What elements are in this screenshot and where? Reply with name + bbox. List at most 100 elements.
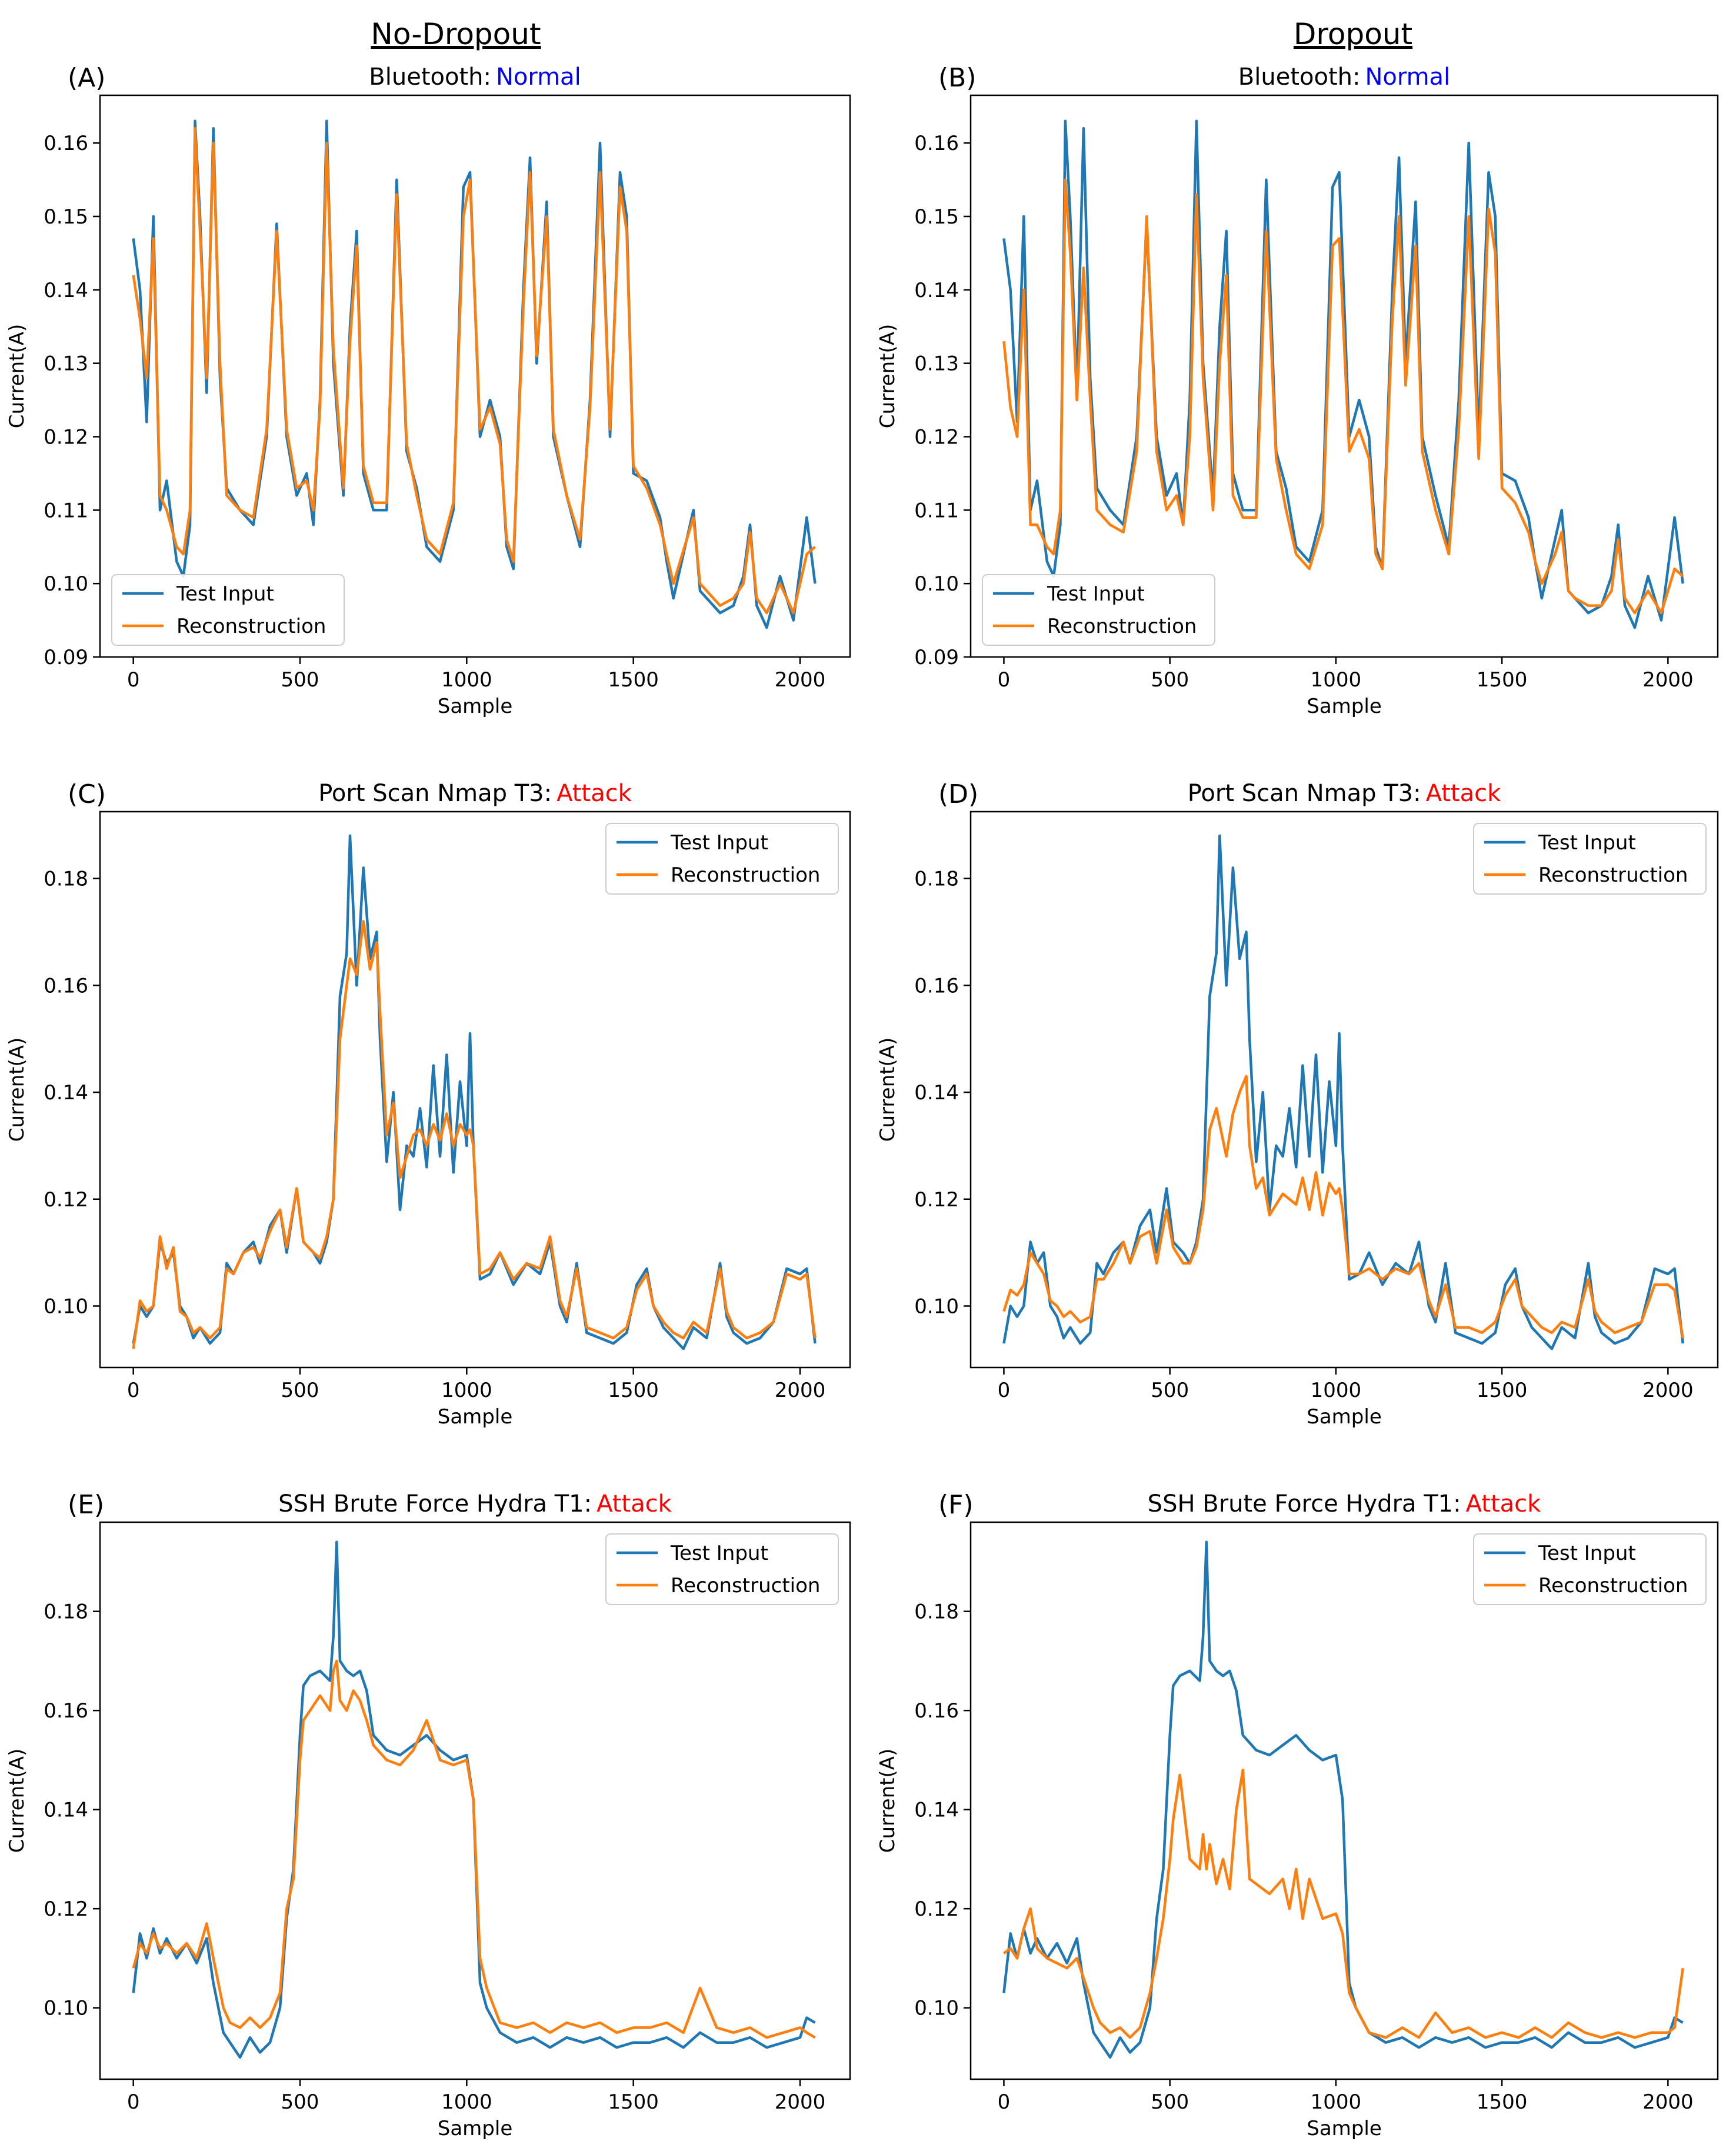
legend: Test Input Reconstruction [1473,823,1707,895]
x-tick-label: 500 [1151,2090,1189,2114]
x-tick-label: 500 [281,2090,319,2114]
y-tick-label: 0.12 [914,1897,959,1921]
x-tick-label: 2000 [775,668,826,692]
axes-frame [99,94,851,658]
y-tick-label: 0.12 [914,425,959,449]
x-tick-label: 1500 [608,1379,659,1402]
y-tick-label: 0.16 [914,1699,959,1723]
legend-label-test-input: Test Input [176,582,274,606]
panel-title: Port Scan Nmap T3: Attack [1188,780,1501,807]
legend-label-test-input: Test Input [1538,1542,1636,1565]
x-tick-label: 0 [998,668,1011,692]
status-label: Attack [597,1490,672,1517]
panel-a: (A) Bluetooth: Normal 0 500 1000 1500 2000 0.09 0… [5,63,851,718]
x-tick-label: 500 [1151,1379,1189,1402]
series-line-test-input [132,1540,816,2059]
y-tick-label: 0.15 [914,205,959,229]
y-tick-label: 0.18 [914,1600,959,1624]
x-tick-label: 0 [127,2090,140,2114]
y-tick-label: 0.10 [44,572,88,596]
y-tick-label: 0.13 [914,352,959,376]
status-label: Attack [1466,1490,1542,1517]
y-tick-label: 0.16 [44,132,88,155]
panel-label: (B) [938,63,977,93]
y-axis-label: Current(A) [5,324,29,429]
y-axis-label: Current(A) [5,1749,29,1853]
panel-title-text: Bluetooth: [369,64,491,91]
legend-label-reconstruction: Reconstruction [1538,1574,1688,1597]
y-tick-label: 0.10 [914,1295,959,1319]
panel-title: Bluetooth: Normal [1238,64,1450,91]
legend-box [605,1533,839,1605]
legend-label-test-input: Test Input [670,1542,768,1565]
legend: Test Input Reconstruction [111,574,345,646]
legend-label-reconstruction: Reconstruction [176,615,326,638]
y-tick-label: 0.16 [44,1699,88,1723]
x-tick-label: 2000 [775,1379,826,1402]
x-axis-label: Sample [438,695,512,718]
y-tick-label: 0.14 [914,1081,959,1105]
x-tick-label: 2000 [1642,1379,1694,1402]
y-tick-label: 0.09 [44,646,88,669]
panel-title: Port Scan Nmap T3: Attack [318,780,632,807]
x-tick-label: 500 [281,1379,319,1402]
y-tick-label: 0.16 [914,132,959,155]
legend-box [1473,1533,1707,1605]
legend-box [605,823,839,895]
x-axis-label: Sample [438,2117,512,2140]
y-tick-label: 0.15 [44,205,88,229]
panel-title: SSH Brute Force Hydra T1: Attack [278,1490,672,1517]
legend-box [1473,823,1707,895]
y-tick-label: 0.16 [914,974,959,998]
y-tick-label: 0.18 [44,1600,88,1624]
x-tick-label: 0 [127,668,140,692]
panel-label: (C) [68,779,106,809]
y-tick-label: 0.12 [44,425,88,449]
column-title-dropout: Dropout [1294,17,1412,51]
legend-label-reconstruction: Reconstruction [1538,863,1688,887]
y-tick-label: 0.14 [44,1081,88,1105]
x-tick-label: 1000 [441,2090,492,2114]
y-tick-label: 0.14 [44,1799,88,1822]
x-axis-label: Sample [1307,1405,1381,1429]
axes-frame [969,94,1719,658]
panel-title: SSH Brute Force Hydra T1: Attack [1148,1490,1541,1517]
series-line-reconstruction [132,126,816,615]
panel-title: Bluetooth: Normal [369,64,581,91]
y-tick-label: 0.11 [44,499,88,522]
panel-label: (E) [68,1490,104,1520]
y-axis-label: Current(A) [876,1749,899,1853]
panel-d: (D) Port Scan Nmap T3: Attack 0 500 1000 1500 2… [876,779,1719,1429]
x-tick-label: 2000 [1642,2090,1694,2114]
x-tick-label: 1500 [1477,668,1528,692]
x-tick-label: 500 [281,668,319,692]
legend-label-test-input: Test Input [1538,831,1636,855]
x-tick-label: 2000 [1642,668,1694,692]
panel-c: (C) Port Scan Nmap T3: Attack 0 500 1000 1500 2… [5,779,851,1429]
y-tick-label: 0.10 [914,1997,959,2020]
axes-frame [969,810,1719,1369]
x-tick-label: 0 [998,2090,1011,2114]
status-label: Attack [1426,780,1502,807]
legend: Test Input Reconstruction [605,1533,839,1605]
series-line-test-input [1002,119,1684,629]
column-title-no-dropout: No-Dropout [371,17,541,51]
legend-label-test-input: Test Input [670,831,768,855]
x-tick-label: 1000 [1311,1379,1362,1402]
panel-b: (B) Bluetooth: Normal 0 500 1000 1500 2000 0.09 0… [876,63,1719,718]
x-tick-label: 1000 [441,668,492,692]
panel-label: (F) [938,1490,974,1520]
y-tick-label: 0.12 [914,1188,959,1212]
y-axis-label: Current(A) [5,1038,29,1142]
legend-label-reconstruction: Reconstruction [671,1574,820,1597]
panel-title-text: SSH Brute Force Hydra T1: [278,1490,592,1517]
legend-label-reconstruction: Reconstruction [1047,615,1197,638]
y-tick-label: 0.11 [914,499,959,522]
legend-box [982,574,1215,646]
series-line-reconstruction [132,1659,816,2039]
x-tick-label: 500 [1151,668,1189,692]
y-tick-label: 0.12 [44,1188,88,1212]
status-label: Normal [496,64,581,91]
panel-title-text: Port Scan Nmap T3: [318,780,552,807]
x-axis-label: Sample [1307,2117,1381,2140]
